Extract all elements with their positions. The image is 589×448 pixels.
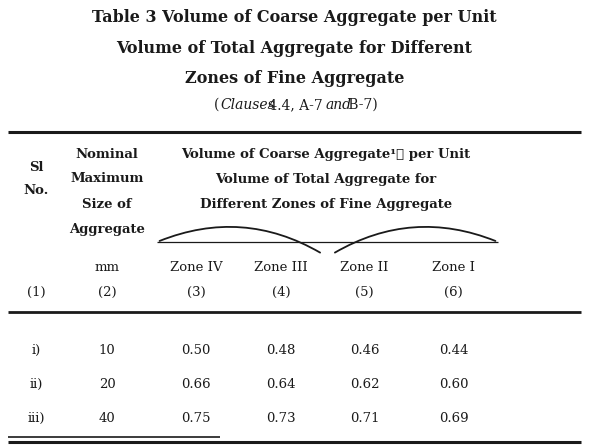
Text: (: ( — [214, 98, 219, 112]
Text: 0.75: 0.75 — [181, 412, 211, 425]
Text: B-7): B-7) — [344, 98, 378, 112]
Text: ii): ii) — [29, 378, 42, 391]
Text: 0.60: 0.60 — [439, 378, 468, 391]
Text: Table 3 Volume of Coarse Aggregate per Unit: Table 3 Volume of Coarse Aggregate per U… — [92, 9, 497, 26]
Text: (5): (5) — [355, 285, 374, 298]
Text: Zones of Fine Aggregate: Zones of Fine Aggregate — [185, 69, 404, 86]
Text: Size of: Size of — [82, 198, 132, 211]
Text: 10: 10 — [98, 344, 115, 357]
Text: Maximum: Maximum — [70, 172, 144, 185]
Text: 0.48: 0.48 — [266, 344, 296, 357]
Text: Zone II: Zone II — [340, 260, 389, 273]
Text: i): i) — [31, 344, 41, 357]
Text: (6): (6) — [444, 285, 463, 298]
Text: Volume of Total Aggregate for Different: Volume of Total Aggregate for Different — [117, 39, 472, 56]
Text: 0.69: 0.69 — [439, 412, 468, 425]
Text: Sl: Sl — [29, 160, 43, 173]
Text: and: and — [326, 98, 352, 112]
Text: 0.73: 0.73 — [266, 412, 296, 425]
Text: Clauses: Clauses — [220, 98, 275, 112]
Text: Volume of Total Aggregate for: Volume of Total Aggregate for — [216, 172, 436, 185]
Text: No.: No. — [24, 184, 49, 197]
Text: Aggregate: Aggregate — [69, 223, 145, 236]
Text: 0.66: 0.66 — [181, 378, 211, 391]
Text: 0.71: 0.71 — [350, 412, 379, 425]
Text: Zone IV: Zone IV — [170, 260, 222, 273]
Text: Different Zones of Fine Aggregate: Different Zones of Fine Aggregate — [200, 198, 452, 211]
Text: 0.46: 0.46 — [350, 344, 379, 357]
Text: (2): (2) — [98, 285, 116, 298]
Text: (4): (4) — [272, 285, 290, 298]
Text: 0.62: 0.62 — [350, 378, 379, 391]
Text: 0.64: 0.64 — [266, 378, 296, 391]
Text: 0.50: 0.50 — [181, 344, 211, 357]
Text: Zone I: Zone I — [432, 260, 475, 273]
Text: 40: 40 — [98, 412, 115, 425]
Text: mm: mm — [94, 260, 120, 273]
Text: Nominal: Nominal — [75, 147, 138, 160]
Text: (1): (1) — [27, 285, 45, 298]
Text: 4.4, A-7: 4.4, A-7 — [263, 98, 327, 112]
Text: 20: 20 — [98, 378, 115, 391]
Text: 0.44: 0.44 — [439, 344, 468, 357]
Text: (3): (3) — [187, 285, 206, 298]
Text: Volume of Coarse Aggregate¹⦾ per Unit: Volume of Coarse Aggregate¹⦾ per Unit — [181, 147, 471, 160]
Text: Zone III: Zone III — [254, 260, 308, 273]
Text: iii): iii) — [27, 412, 45, 425]
